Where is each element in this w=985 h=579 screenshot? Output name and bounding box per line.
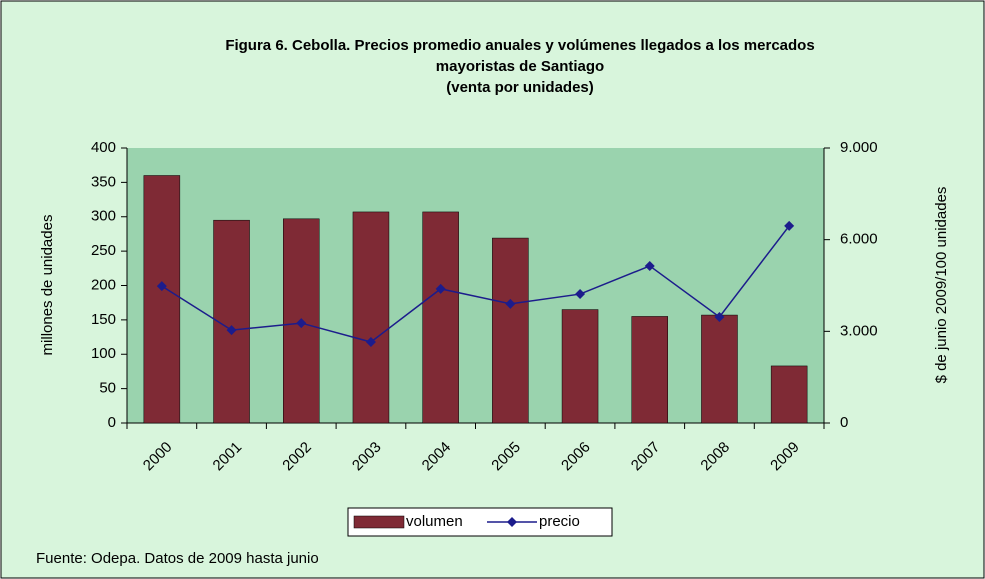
y-tick-label: 200 [91, 276, 116, 293]
marker [435, 283, 446, 294]
y2-tick-label: 0 [840, 414, 848, 431]
marker [644, 260, 655, 271]
y2-tick-label: 3.000 [840, 322, 878, 339]
bar [492, 237, 529, 424]
bar [770, 365, 808, 424]
y-tick-label: 0 [108, 414, 116, 431]
marker [226, 325, 237, 336]
chart-title: Figura 6. Cebolla. Precios promedio anua… [225, 37, 814, 54]
y-axis-label: millones de unidades [39, 215, 56, 356]
legend-label: volumen [406, 513, 463, 530]
marker [296, 318, 307, 329]
legend-label: precio [539, 513, 580, 530]
bar [352, 211, 390, 424]
chart-title: (venta por unidades) [446, 79, 594, 96]
y-tick-label: 50 [99, 380, 116, 397]
bar [422, 211, 459, 424]
y-tick-label: 150 [91, 311, 116, 328]
marker [784, 220, 795, 231]
marker [575, 289, 586, 300]
bar [631, 316, 668, 424]
marker [365, 337, 376, 348]
line [161, 225, 790, 343]
bar [561, 309, 599, 424]
legend-swatch [353, 515, 405, 529]
bar [701, 314, 738, 424]
y2-tick-label: 9.000 [840, 139, 878, 156]
marker [505, 298, 516, 309]
legend-swatch [507, 517, 517, 527]
y2-tick-label: 6.000 [840, 231, 878, 248]
marker [156, 281, 167, 292]
y2-axis-label: $ de junio 2009/100 unidades [933, 187, 950, 384]
y-tick-label: 300 [91, 208, 116, 225]
y-tick-label: 400 [91, 139, 116, 156]
y-tick-label: 350 [91, 173, 116, 190]
bar [213, 219, 250, 424]
marker [714, 311, 725, 322]
bar [143, 175, 181, 424]
y-tick-label: 250 [91, 242, 116, 259]
chart-title: mayoristas de Santiago [436, 58, 604, 75]
y-tick-label: 100 [91, 345, 116, 362]
footnote: Fuente: Odepa. Datos de 2009 hasta junio [36, 550, 319, 567]
